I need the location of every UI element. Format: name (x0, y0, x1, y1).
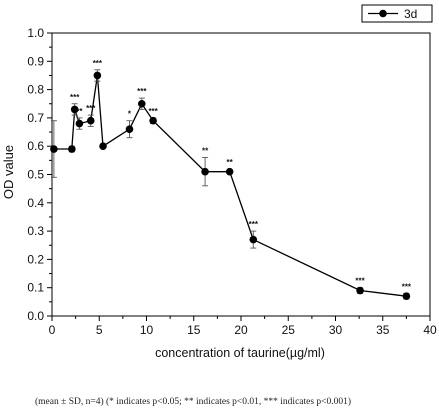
data-point (249, 235, 258, 244)
y-tick-label: 0.9 (27, 54, 44, 68)
data-point (68, 145, 76, 153)
significance-label: *** (148, 107, 158, 116)
x-tick-label: 5 (96, 323, 103, 337)
legend: 3d (361, 4, 433, 23)
y-tick-label: 0.8 (27, 83, 44, 97)
significance-label: ** (227, 158, 234, 167)
legend-label: 3d (404, 7, 417, 21)
y-tick-label: 0.3 (27, 224, 44, 238)
x-tick-label: 40 (423, 323, 437, 337)
series-line (53, 75, 407, 297)
data-point (137, 99, 146, 108)
plot-border (51, 32, 431, 317)
significance-label: *** (137, 87, 147, 96)
y-tick-label: 0.5 (27, 168, 44, 182)
significance-label: * (128, 110, 132, 119)
x-tick-label: 25 (282, 323, 296, 337)
data-point (93, 71, 102, 80)
significance-label: *** (249, 220, 259, 229)
legend-marker (379, 9, 387, 18)
x-tick-label: 30 (329, 323, 343, 337)
data-point (86, 116, 95, 125)
x-axis-label: concentration of taurine(µg/ml) (155, 346, 325, 360)
y-tick-label: 0.2 (27, 252, 44, 266)
footnote: (mean ± SD, n=4) (* indicates p<0.05; **… (35, 396, 351, 407)
data-point (402, 292, 411, 300)
data-point (225, 167, 234, 176)
data-point (99, 142, 107, 150)
series-layer: ***** ************************** (50, 59, 412, 300)
x-tick-label: 0 (49, 323, 56, 337)
significance-label: *** (402, 282, 412, 291)
x-axis: 0 5 10 15 20 25 30 35 40 (49, 316, 437, 337)
data-point (70, 105, 79, 114)
data-point (149, 116, 157, 125)
x-tick-label: 10 (140, 323, 154, 337)
data-point (50, 145, 58, 153)
plot-frame (51, 32, 431, 317)
data-point (125, 125, 134, 134)
y-axis: 0.0 0.1 0.2 0.3 0.4 0.5 0.6 0.7 0.8 0.9 1.0 (27, 26, 52, 323)
significance-label: *** (93, 59, 103, 68)
significance-label: *** (355, 277, 365, 286)
significance-label: ** (76, 107, 83, 116)
y-tick-label: 0.4 (27, 196, 44, 210)
significance-label: *** (70, 93, 80, 102)
y-tick-label: 0.6 (27, 139, 44, 153)
data-point (356, 286, 364, 295)
y-axis-label: OD value (1, 145, 16, 199)
data-point (75, 119, 84, 128)
y-tick-label: 0.1 (27, 281, 44, 295)
y-tick-label: 0.7 (27, 111, 44, 125)
data-point (201, 167, 209, 176)
x-tick-label: 35 (376, 323, 390, 337)
significance-label: *** (86, 104, 96, 113)
x-tick-label: 15 (187, 323, 201, 337)
y-tick-label: 1.0 (27, 26, 44, 40)
x-tick-label: 20 (234, 323, 248, 337)
significance-label: ** (202, 147, 209, 156)
y-tick-label: 0.0 (27, 309, 44, 323)
